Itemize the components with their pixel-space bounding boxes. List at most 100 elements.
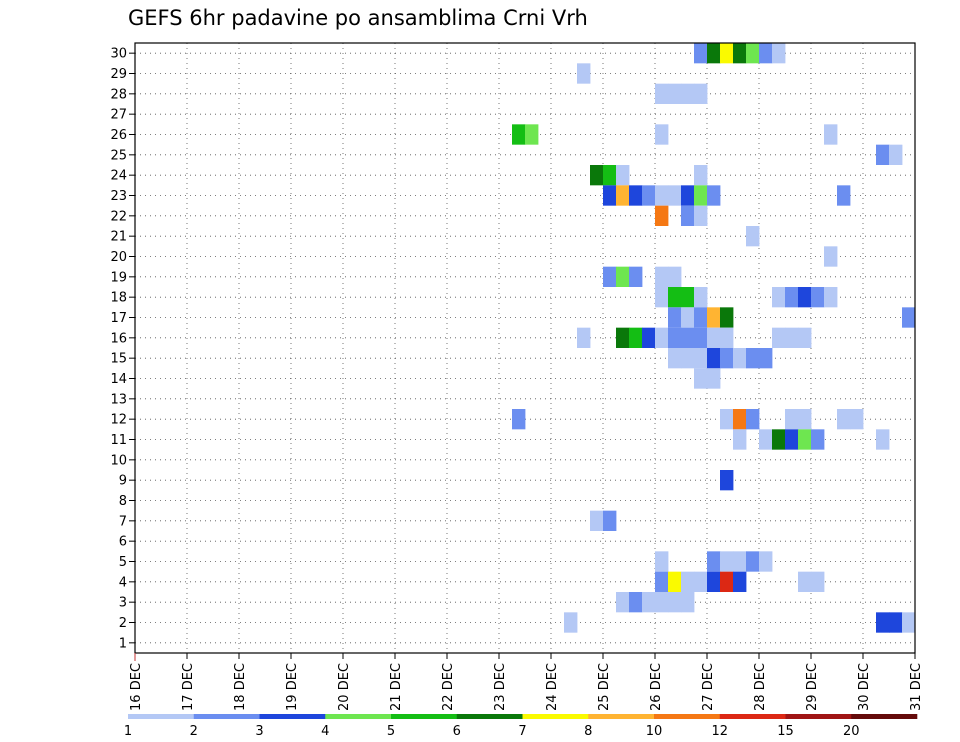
heatmap-cell: [694, 185, 708, 206]
heatmap-cell: [681, 348, 695, 369]
x-tick-label: 29 DEC: [805, 663, 820, 711]
x-tick-label: 17 DEC: [181, 663, 196, 711]
heatmap-cell: [707, 368, 721, 389]
heatmap-cell: [694, 307, 708, 328]
heatmap-cell: [889, 612, 903, 633]
colorbar-segment: [522, 714, 589, 719]
y-tick-label: 23: [110, 189, 127, 204]
heatmap-cell: [720, 307, 734, 328]
heatmap-cell: [694, 368, 708, 389]
heatmap-cell: [707, 43, 721, 64]
heatmap-cell: [811, 287, 825, 308]
y-tick-label: 29: [110, 67, 127, 82]
heatmap-cell: [746, 551, 760, 572]
heatmap-cell: [759, 551, 773, 572]
colorbar-segment: [325, 714, 392, 719]
heatmap-cell: [837, 409, 851, 430]
colorbar-segment: [391, 714, 458, 719]
colorbar-label: 4: [321, 724, 329, 739]
heatmap-cell: [824, 124, 838, 145]
heatmap-cell: [733, 43, 747, 64]
heatmap-cell: [694, 205, 708, 226]
heatmap-cell: [681, 83, 695, 104]
heatmap-cell: [603, 185, 617, 206]
heatmap-cell: [655, 185, 669, 206]
heatmap-cell: [707, 571, 721, 592]
heatmap-cell: [616, 165, 630, 186]
heatmap-cell: [733, 571, 747, 592]
heatmap-cell: [655, 327, 669, 348]
colorbar-segment: [654, 714, 721, 719]
heatmap-cell: [720, 348, 734, 369]
heatmap-cell: [603, 266, 617, 287]
heatmap-cell: [876, 429, 890, 450]
y-tick-label: 1: [119, 636, 127, 651]
heatmap-cell: [720, 551, 734, 572]
heatmap-cell: [616, 327, 630, 348]
heatmap-cell: [694, 348, 708, 369]
heatmap-cell: [746, 409, 760, 430]
heatmap-cell: [824, 246, 838, 267]
heatmap-cell: [694, 287, 708, 308]
heatmap-cell: [746, 348, 760, 369]
y-tick-label: 17: [110, 311, 127, 326]
heatmap-cell: [772, 327, 786, 348]
colorbar-label: 15: [777, 724, 794, 739]
x-tick-label: 28 DEC: [753, 663, 768, 711]
x-tick-label: 23 DEC: [493, 663, 508, 711]
y-tick-label: 9: [119, 474, 127, 489]
y-tick-label: 2: [119, 616, 127, 631]
y-tick-label: 22: [110, 209, 127, 224]
heatmap-cell: [655, 205, 669, 226]
heatmap-cell: [590, 510, 604, 531]
heatmap-cell: [616, 266, 630, 287]
heatmap-cell: [629, 266, 643, 287]
y-tick-label: 19: [110, 270, 127, 285]
colorbar: 1 2 3 4 5 6 7 8 10 12 15 20: [124, 714, 918, 739]
heatmap-cell: [668, 571, 682, 592]
y-tick-label: 10: [110, 453, 127, 468]
y-tick-label: 14: [110, 372, 127, 387]
x-tick-label: 18 DEC: [233, 663, 248, 711]
heatmap-cell: [707, 348, 721, 369]
heatmap-cell: [694, 327, 708, 348]
heatmap-cell: [811, 571, 825, 592]
x-axis: 16 DEC 17 DEC 18 DEC 19 DEC 20 DEC 21 DEC 22 D…: [129, 653, 924, 711]
colorbar-segment: [851, 714, 918, 719]
heatmap-cell: [759, 348, 773, 369]
colorbar-segment: [193, 714, 260, 719]
y-tick-label: 30: [110, 47, 127, 62]
y-tick-label: 4: [119, 575, 127, 590]
x-tick-label: 27 DEC: [701, 663, 716, 711]
heatmap-cell: [811, 429, 825, 450]
heatmap-cell: [720, 571, 734, 592]
heatmap-cell: [733, 348, 747, 369]
heatmap-cell: [655, 287, 669, 308]
colorbar-label: 5: [387, 724, 395, 739]
colorbar-label: 3: [255, 724, 263, 739]
heatmap-cell: [642, 327, 656, 348]
heatmap-cell: [876, 612, 890, 633]
heatmap-cell: [681, 287, 695, 308]
heatmap-cell: [616, 592, 630, 613]
heatmap-cell: [720, 409, 734, 430]
heatmap-cell: [850, 409, 864, 430]
heatmap-cell: [798, 409, 812, 430]
x-tick-label: 20 DEC: [337, 663, 352, 711]
y-tick-label: 11: [110, 433, 127, 448]
heatmap-cell: [798, 287, 812, 308]
y-tick-label: 16: [110, 331, 127, 346]
x-tick-label: 31 DEC: [909, 663, 924, 711]
y-tick-label: 21: [110, 230, 127, 245]
heatmap-cell: [902, 612, 916, 633]
heatmap-cell: [668, 592, 682, 613]
colorbar-segment: [456, 714, 523, 719]
heatmap-cell: [746, 43, 760, 64]
heatmap-cell: [759, 429, 773, 450]
y-tick-label: 18: [110, 291, 127, 306]
heatmap-cell: [733, 551, 747, 572]
heatmap-cell: [668, 287, 682, 308]
colorbar-label: 10: [646, 724, 663, 739]
heatmap-cell: [707, 185, 721, 206]
x-tick-label: 22 DEC: [441, 663, 456, 711]
